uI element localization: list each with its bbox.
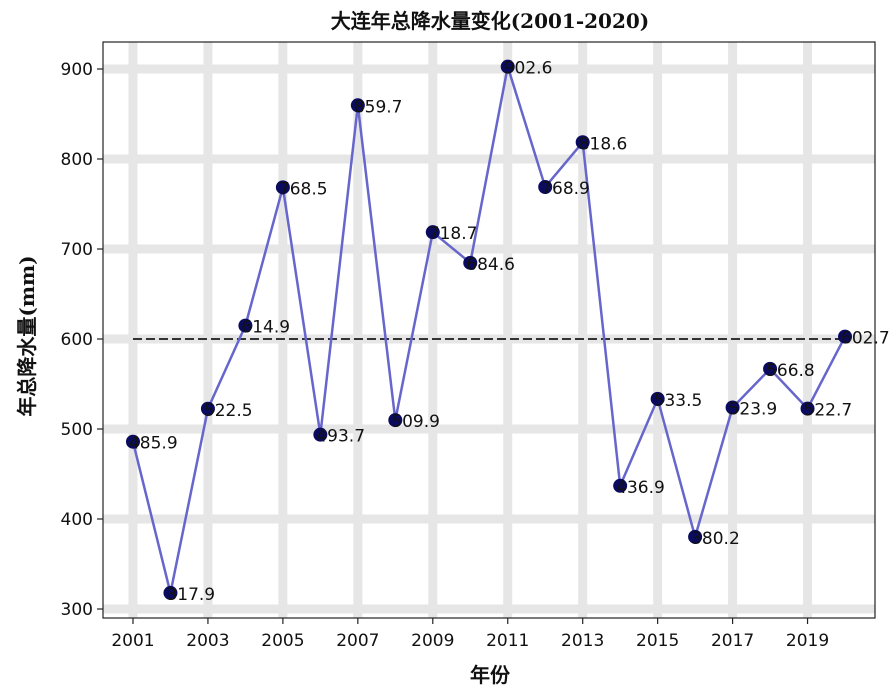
x-tick-label: 2007 [336, 631, 379, 651]
x-tick-label: 2009 [411, 631, 454, 651]
data-point [238, 318, 253, 333]
data-label: 768.9 [541, 179, 590, 199]
x-tick-label: 2015 [636, 631, 679, 651]
data-label: 566.8 [766, 361, 815, 381]
y-tick-label: 900 [61, 60, 93, 80]
data-point [388, 413, 403, 428]
data-label: 380.2 [691, 529, 740, 549]
data-point [350, 98, 365, 113]
data-point [838, 329, 853, 344]
data-point [538, 179, 553, 194]
y-tick-label: 800 [61, 150, 93, 170]
y-tick-label: 600 [61, 330, 93, 350]
x-tick-label: 2003 [186, 631, 229, 651]
data-point [313, 427, 328, 442]
data-label: 902.6 [504, 59, 553, 79]
data-label: 317.9 [166, 585, 215, 605]
data-label: 859.7 [354, 97, 403, 117]
data-point [613, 478, 628, 493]
x-tick-label: 2011 [486, 631, 529, 651]
data-label: 684.6 [466, 255, 515, 275]
x-tick-label: 2017 [711, 631, 754, 651]
y-tick-label: 500 [61, 420, 93, 440]
data-label: 436.9 [616, 478, 665, 498]
data-label: 523.9 [729, 399, 778, 419]
data-point [463, 255, 478, 270]
data-label: 818.6 [579, 134, 628, 154]
data-point [163, 585, 178, 600]
data-label: 602.7 [841, 329, 889, 349]
data-point [125, 434, 140, 449]
data-point [725, 400, 740, 415]
data-label: 522.7 [804, 401, 853, 421]
x-tick-label: 2001 [111, 631, 154, 651]
y-axis-label: 年总降水量(mm) [15, 255, 39, 416]
x-tick-label: 2005 [261, 631, 304, 651]
y-tick-label: 300 [61, 600, 93, 620]
data-point [500, 59, 515, 74]
x-tick-label: 2019 [786, 631, 829, 651]
data-point [688, 529, 703, 544]
y-tick-label: 400 [61, 510, 93, 530]
data-label: 718.7 [429, 224, 478, 244]
plot-frame [102, 41, 876, 619]
chart-title: 大连年总降水量变化(2001-2020) [331, 9, 650, 33]
x-tick-label: 2013 [561, 631, 604, 651]
data-label: 522.5 [204, 401, 253, 421]
series-line [131, 66, 847, 594]
data-point [763, 361, 778, 376]
data-point [200, 401, 215, 416]
x-axis-label: 年份 [470, 663, 511, 687]
data-point [275, 180, 290, 195]
data-label: 509.9 [391, 412, 440, 432]
data-point [800, 401, 815, 416]
data-label: 614.9 [241, 318, 290, 338]
data-label: 533.5 [654, 391, 703, 411]
data-point [425, 225, 440, 240]
data-label: 493.7 [316, 427, 365, 447]
data-point [575, 135, 590, 150]
data-label: 768.5 [279, 179, 328, 199]
data-label: 485.9 [129, 434, 178, 454]
data-point [650, 391, 665, 406]
y-tick-label: 700 [61, 240, 93, 260]
